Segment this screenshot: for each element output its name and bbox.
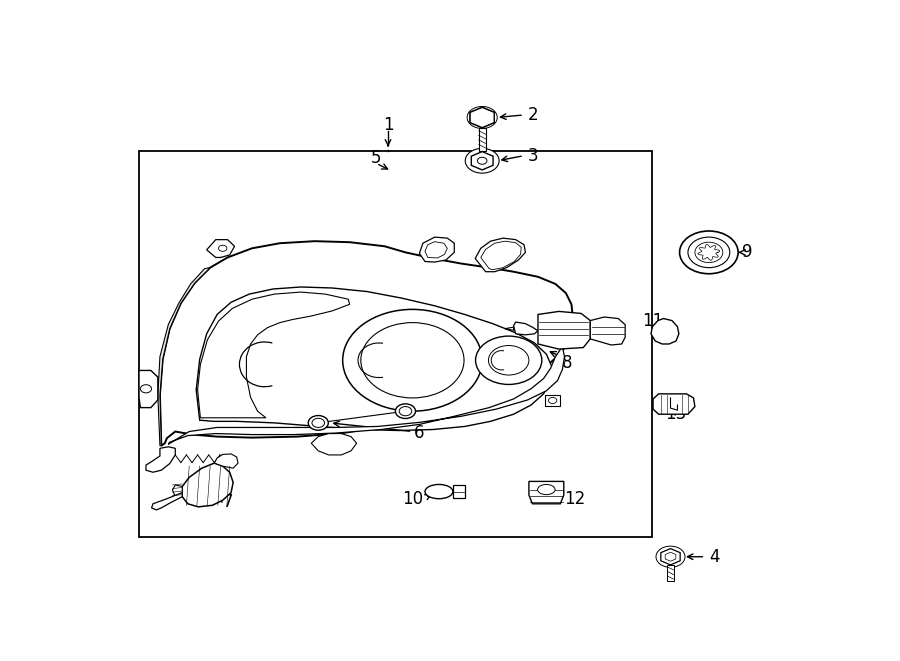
Circle shape (695, 242, 723, 262)
Circle shape (140, 385, 151, 393)
Polygon shape (470, 107, 494, 128)
Ellipse shape (537, 485, 555, 494)
Polygon shape (207, 240, 235, 258)
Ellipse shape (312, 418, 325, 428)
Text: 4: 4 (709, 548, 719, 566)
Polygon shape (311, 434, 356, 455)
Ellipse shape (343, 309, 482, 411)
Text: 8: 8 (562, 354, 572, 372)
Polygon shape (196, 287, 552, 430)
Polygon shape (475, 112, 490, 124)
Polygon shape (665, 552, 676, 561)
Polygon shape (139, 370, 158, 408)
Polygon shape (425, 242, 447, 258)
Polygon shape (514, 322, 538, 335)
Polygon shape (453, 485, 465, 498)
Polygon shape (151, 492, 182, 510)
Polygon shape (590, 317, 625, 345)
Text: 3: 3 (527, 147, 538, 165)
Circle shape (467, 106, 497, 128)
Ellipse shape (425, 485, 453, 498)
Bar (668, 565, 673, 581)
Polygon shape (653, 394, 695, 414)
Polygon shape (661, 549, 680, 565)
Polygon shape (651, 319, 679, 344)
Text: 7: 7 (222, 492, 233, 511)
Polygon shape (160, 241, 573, 446)
Polygon shape (472, 151, 493, 170)
Circle shape (465, 148, 500, 173)
Polygon shape (529, 481, 563, 504)
Bar (545, 395, 561, 406)
Polygon shape (475, 238, 526, 272)
Circle shape (219, 245, 227, 251)
Polygon shape (419, 237, 454, 262)
Polygon shape (168, 346, 564, 444)
Polygon shape (182, 463, 233, 507)
Polygon shape (158, 268, 211, 446)
Text: 2: 2 (527, 106, 538, 124)
Circle shape (656, 546, 685, 567)
Text: 6: 6 (414, 424, 424, 442)
Polygon shape (470, 107, 494, 128)
Circle shape (680, 231, 738, 274)
Text: 9: 9 (742, 243, 752, 261)
Text: 1: 1 (382, 116, 393, 134)
Circle shape (688, 237, 730, 268)
Ellipse shape (395, 404, 416, 418)
Bar (479, 128, 486, 151)
Text: 11: 11 (643, 312, 663, 330)
Circle shape (548, 397, 557, 403)
Ellipse shape (400, 407, 411, 416)
Polygon shape (481, 241, 521, 270)
Polygon shape (173, 485, 182, 496)
Polygon shape (538, 311, 590, 349)
Polygon shape (214, 454, 238, 468)
Ellipse shape (475, 336, 542, 385)
Text: 10: 10 (401, 490, 423, 508)
Polygon shape (146, 447, 176, 472)
Ellipse shape (489, 346, 529, 375)
Ellipse shape (361, 323, 464, 398)
Circle shape (477, 157, 487, 164)
Text: 12: 12 (564, 490, 586, 508)
Polygon shape (198, 292, 349, 418)
Ellipse shape (308, 416, 328, 430)
Text: 13: 13 (665, 405, 687, 423)
Bar (139, 151, 652, 537)
Text: 5: 5 (371, 149, 382, 167)
Polygon shape (505, 327, 514, 330)
